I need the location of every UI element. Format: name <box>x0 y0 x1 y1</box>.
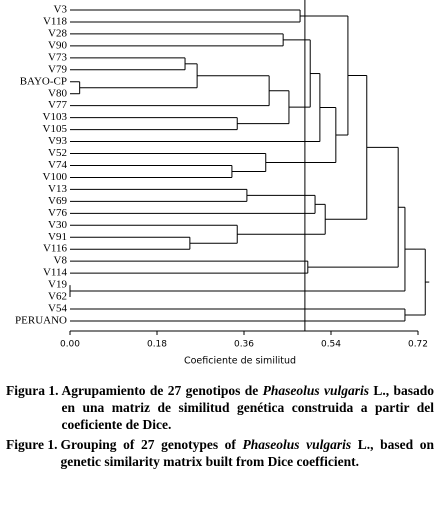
caption-species: Phaseolus vulgaris <box>262 383 369 398</box>
caption-text: Agrupamiento de 27 genotipos de Phaseolu… <box>62 382 435 433</box>
x-tick-label: 0.18 <box>147 340 167 350</box>
x-axis-title: Coeficiente de similitud <box>184 356 296 367</box>
leaf-label: V90 <box>48 39 67 51</box>
leaf-label: V19 <box>48 279 67 291</box>
leaf-label: V74 <box>48 159 67 171</box>
leaf-label: V69 <box>48 195 67 207</box>
leaf-label: V100 <box>43 171 68 183</box>
leaf-label: V3 <box>54 4 68 16</box>
leaf-label: V54 <box>48 303 67 315</box>
caption-part: L., based on genetic similarity matrix b… <box>60 437 435 469</box>
leaf-label: V114 <box>43 267 68 279</box>
caption-part: L., basado en una matriz de similitud ge… <box>61 383 435 432</box>
leaf-label: V118 <box>43 15 68 27</box>
leaf-label: V13 <box>48 183 67 195</box>
caption-label: Figura 1. <box>6 383 59 398</box>
chart: Coeficiente de similitud 0.00 0.18 0.36 0.5… <box>15 0 430 367</box>
leaf-label: V93 <box>48 135 67 147</box>
leaf-label: BAYO-CP <box>20 75 67 87</box>
leaf-label: V116 <box>43 243 68 255</box>
caption-es: Figura 1. Agrupamiento de 27 genotipos d… <box>6 382 434 433</box>
caption-en: Figure 1. Grouping of 27 genotypes of Ph… <box>6 436 434 470</box>
leaf-label: V77 <box>48 99 67 111</box>
leaf-label: V103 <box>43 111 68 123</box>
leaf-label: V80 <box>48 87 67 99</box>
leaf-label: V8 <box>54 255 68 267</box>
caption-text: Grouping of 27 genotypes of Phaseolus vu… <box>61 436 435 470</box>
x-tick-label: 0.36 <box>234 340 254 350</box>
x-tick-label: 0.72 <box>408 340 428 350</box>
leaf-label: V62 <box>48 291 67 303</box>
leaf-label: PERUANO <box>15 314 67 326</box>
leaf-label: V52 <box>48 147 67 159</box>
caption-part: Agrupamiento de 27 genotipos de <box>61 383 263 398</box>
leaf-label: V79 <box>48 63 67 75</box>
x-tick-label: 0.54 <box>321 340 341 350</box>
leaf-label: V73 <box>48 51 67 63</box>
leaf-label: V30 <box>48 219 67 231</box>
caption-part: Grouping of 27 genotypes of <box>60 437 243 452</box>
x-tick-label: 0.00 <box>60 340 80 350</box>
caption-species: Phaseolus vulgaris <box>242 437 352 452</box>
leaf-label: V105 <box>43 123 68 135</box>
leaf-label: V91 <box>48 231 67 243</box>
leaf-label: V76 <box>48 207 67 219</box>
caption-label: Figure 1. <box>6 437 58 452</box>
leaf-label: V28 <box>48 27 67 39</box>
